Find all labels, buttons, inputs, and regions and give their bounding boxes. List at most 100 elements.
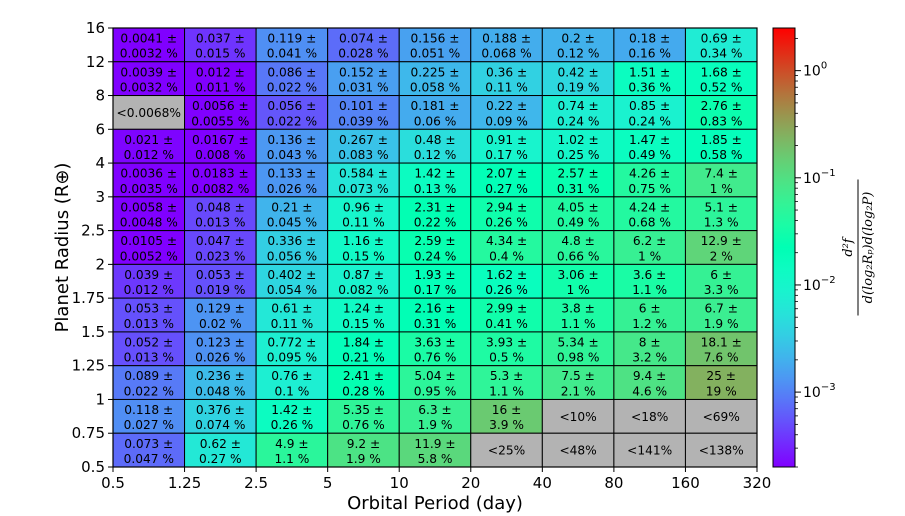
cell-value-label: 0.236 ±	[196, 369, 245, 383]
heatmap-cell-fill	[184, 230, 257, 265]
cell-error-label: 0.074 %	[195, 418, 245, 432]
cell-value-label: 0.039 ±	[124, 268, 173, 282]
cell-value-label: 0.073 ±	[124, 437, 173, 451]
x-tick-label: 5	[323, 474, 333, 492]
cell-value-label: 0.2 ±	[561, 32, 594, 46]
heatmap-cell: 1.85 ±0.58 %	[684, 128, 758, 164]
heatmap-cell: 0.136 ±0.043 %	[255, 128, 329, 164]
y-tick-label: 12	[86, 53, 105, 71]
heatmap-cell-fill	[398, 95, 472, 130]
cell-error-label: 0.12 %	[414, 148, 457, 162]
heatmap-cell: 3.93 ± 0.5 %	[470, 331, 543, 367]
heatmap-cell-fill	[470, 27, 543, 63]
heatmap-cell: 0.152 ±0.031 %	[327, 61, 400, 97]
heatmap-cell: 0.0058 ± 0.0048 %	[112, 196, 186, 232]
cell-error-label: 1.1 %	[274, 452, 309, 466]
heatmap-cell: 1.24 ±0.15 %	[327, 297, 400, 333]
cell-error-label: 0.022 %	[267, 114, 317, 128]
heatmap-cell: 0.052 ± 0.013 %	[112, 331, 186, 367]
cell-error-label: 0.023 %	[195, 249, 245, 263]
cell-error-label: 1.1 %	[489, 384, 524, 398]
cell-value-label: 4.34 ±	[486, 234, 527, 248]
heatmap-cell: 0.76 ±0.1 %	[255, 365, 329, 400]
cell-value-label: 0.089 ±	[124, 369, 173, 383]
cell-value-label: 0.053 ±	[124, 302, 173, 316]
heatmap-cell-fill	[541, 61, 615, 97]
cell-error-label: 0.02 %	[199, 317, 242, 331]
colorbar-tick-exponent: −1	[821, 168, 836, 179]
heatmap-cell: 3.06 ±1 %	[541, 263, 615, 299]
heatmap-cell: 4.05 ± 0.49 %	[541, 196, 615, 232]
cell-error-label: 0.52 %	[700, 80, 743, 94]
cell-error-label: 1 %	[567, 283, 590, 297]
heatmap-cell: 2.41 ±0.28 %	[327, 365, 400, 400]
heatmap-cell-fill	[327, 398, 400, 434]
cell-value-label: 5.34 ±	[557, 335, 598, 349]
heatmap-cell-fill	[255, 196, 329, 232]
cell-value-label: 1.62 ±	[486, 268, 527, 282]
heatmap-cell-fill	[184, 27, 257, 63]
heatmap-cell: 6.2 ±1 %	[613, 230, 686, 265]
cell-error-label: 0.047 %	[124, 452, 174, 466]
cell-error-label: 0.0032 %	[120, 47, 178, 61]
colorbar-tick-label: 10−2	[803, 275, 836, 294]
heatmap-cell: <138%	[684, 432, 758, 468]
cell-value-label: 0.129 ±	[196, 302, 245, 316]
heatmap-cell: 9.2 ±1.9 %	[327, 432, 400, 468]
heatmap-cell-fill	[184, 95, 257, 130]
heatmap-cell-fill	[613, 27, 686, 63]
cell-error-label: 0.76 %	[342, 418, 385, 432]
colorbar-tick-base: 10	[803, 171, 821, 187]
heatmap-cell-fill	[398, 263, 472, 299]
heatmap-cell: 3.63 ± 0.76 %	[398, 331, 472, 367]
y-tick-label: 1.75	[72, 289, 105, 307]
cell-error-label: 0.0035 %	[120, 182, 178, 196]
heatmap-cell: 5.04 ±0.95 %	[398, 365, 472, 400]
cell-value-label: 0.61 ±	[271, 302, 312, 316]
cell-value-label: 7.4 ±	[704, 167, 737, 181]
heatmap-cell: 4.24 ± 0.68 %	[613, 196, 686, 232]
cell-value-label: 11.9 ±	[414, 437, 455, 451]
heatmap-cell: 0.0039 ±0.0032 %	[112, 61, 186, 97]
cell-error-label: 0.21 %	[342, 351, 385, 365]
heatmap-cell: 0.073 ±0.047 %	[112, 432, 186, 468]
cell-value-label: 8 ±	[639, 335, 661, 349]
cell-error-label: 0.24 %	[628, 114, 671, 128]
cell-value-label: 0.021 ±	[124, 133, 173, 147]
cell-value-label: 0.0183 ±	[192, 167, 249, 181]
heatmap-cell: 0.772 ± 0.095 %	[255, 331, 329, 367]
heatmap-cell-fill	[184, 128, 257, 164]
heatmap-cell: 0.012 ±0.011 %	[184, 61, 257, 97]
y-tick-label: 0.5	[81, 458, 105, 476]
cell-value-label: 0.0041 ±	[120, 32, 177, 46]
cell-value-label: 4.26 ±	[629, 167, 670, 181]
y-tick-label: 1.5	[81, 323, 105, 341]
cell-error-label: 0.008 %	[195, 148, 245, 162]
cell-value-label: 1.68 ±	[701, 65, 742, 79]
heatmap-cell: 0.188 ±0.068 %	[470, 27, 543, 63]
heatmap-cell: 0.87 ±0.082 %	[327, 263, 400, 299]
heatmap-cell: 0.376 ±0.074 %	[184, 398, 257, 434]
cell-error-label: 0.012 %	[124, 283, 174, 297]
cell-error-label: 0.039 %	[338, 114, 388, 128]
cell-error-label: 0.41 %	[485, 317, 528, 331]
heatmap-cell-fill	[112, 297, 186, 333]
cell-error-label: 0.76 %	[414, 351, 457, 365]
cell-value-label: 2.76 ±	[701, 99, 742, 113]
cell-value-label: 0.136 ±	[267, 133, 316, 147]
cell-value-label: 3.93 ±	[486, 335, 527, 349]
heatmap-cell: 2.57 ±0.31 %	[541, 162, 615, 198]
cell-upper-limit-label: <69%	[703, 410, 740, 424]
cell-value-label: 2.31 ±	[414, 200, 455, 214]
heatmap-cell: 0.0041 ±0.0032 %	[112, 27, 186, 63]
plot-frame	[112, 27, 758, 468]
heatmap-cell: 3.8 ±1.1 %	[541, 297, 615, 333]
y-tick-label: 2	[95, 255, 105, 273]
cell-value-label: 0.048 ±	[196, 200, 245, 214]
cell-error-label: 0.11 %	[485, 80, 528, 94]
cell-value-label: 0.086 ±	[267, 65, 316, 79]
heatmap-cell-fill	[684, 263, 758, 299]
cell-error-label: 0.34 %	[700, 47, 743, 61]
heatmap-cell-fill	[398, 196, 472, 232]
cell-value-label: 4.8 ±	[561, 234, 594, 248]
